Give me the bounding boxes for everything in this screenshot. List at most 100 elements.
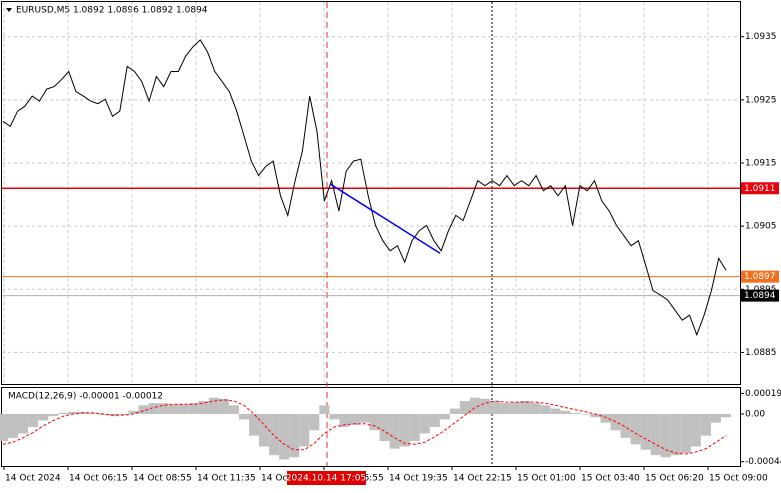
histogram-bar [479, 398, 491, 414]
histogram-bar [409, 414, 420, 442]
histogram-bar [68, 411, 79, 414]
histogram-bar [720, 414, 732, 418]
histogram-bar [369, 414, 380, 431]
histogram-bar [339, 414, 350, 427]
y-tick-label: 0.00019 [745, 389, 781, 399]
histogram-bar [570, 412, 581, 414]
histogram-bar [178, 404, 189, 414]
y-tick-label: 1.0935 [745, 32, 777, 42]
histogram-bar [520, 401, 531, 414]
histogram-bar [28, 414, 39, 427]
histogram-bar [550, 408, 561, 414]
histogram-bar [710, 414, 721, 423]
histogram-bar [389, 414, 400, 449]
histogram-bar [510, 402, 521, 414]
histogram-bar [399, 414, 410, 447]
y-tick-label: 1.0885 [745, 348, 777, 358]
histogram-bar [379, 414, 390, 442]
histogram-bar [168, 404, 179, 414]
histogram-bar [459, 401, 470, 414]
histogram-bar [449, 408, 460, 414]
x-tick-label: 14 Oct 22:15 [453, 474, 512, 484]
chart-title: EURUSD,M5 1.0892 1.0896 1.0892 1.0894 [16, 6, 208, 16]
y-tick-label: -0.00044 [745, 457, 781, 467]
histogram-bar [249, 414, 260, 436]
histogram-bar [158, 403, 169, 414]
y-tick-label: 1.0915 [745, 159, 777, 169]
cursor-label-text: 2024.10.14 17:05 [286, 474, 366, 484]
histogram-bar [138, 405, 149, 414]
x-tick-label: 14 Oct 08:55 [133, 474, 192, 484]
histogram-bar [198, 401, 209, 414]
price-frame [1, 1, 741, 385]
histogram-bar [319, 405, 330, 414]
histogram-bar [600, 414, 611, 423]
histogram-bar [349, 414, 360, 425]
histogram-bar [128, 410, 139, 414]
y-tick-label: 1.0905 [745, 222, 777, 232]
x-tick-label: 14 Oct 06:15 [69, 474, 128, 484]
cursor-label-box [287, 471, 366, 485]
x-tick-label: 14 Oct 19:35 [389, 474, 448, 484]
macd-title: MACD(12,26,9) -0.00001 -0.00012 [8, 392, 163, 402]
histogram-bar [540, 405, 551, 414]
histogram-bar [650, 414, 661, 456]
x-tick-label: 15 Oct 03:40 [581, 474, 640, 484]
histogram-bar [580, 414, 591, 415]
level-label-box [741, 289, 779, 302]
histogram-bar [700, 414, 711, 436]
cursor-label: 2024.10.14 17:05 [286, 471, 366, 485]
series-line [2, 39, 727, 337]
histogram-bar [0, 414, 9, 442]
histogram-bar [419, 414, 430, 434]
level-label-box [741, 182, 779, 195]
histogram-bar [48, 414, 59, 417]
histogram-bar [490, 401, 501, 414]
histogram-bar [98, 414, 109, 416]
histogram-bar [530, 403, 541, 414]
histogram-bar [630, 414, 641, 445]
x-tick-label: 14 Oct 11:35 [197, 474, 256, 484]
histogram-bar [620, 414, 631, 438]
histogram-bar [670, 414, 681, 456]
histogram-bar [118, 414, 129, 416]
histogram-bar [38, 414, 49, 421]
histogram-bar [289, 414, 300, 458]
level-label: 1.0894 [744, 291, 776, 301]
histogram-bar [469, 397, 480, 414]
histogram-bar [279, 414, 290, 460]
histogram-bar [359, 414, 370, 423]
histogram-bar [8, 414, 19, 438]
histogram-bar [560, 410, 571, 414]
histogram-bar [238, 414, 250, 420]
menu-arrow [6, 8, 12, 12]
histogram-bar [188, 403, 199, 414]
histogram-bar [329, 414, 340, 420]
y-tick-label: 1.0925 [745, 95, 777, 105]
trend-line [329, 183, 441, 254]
level-label: 1.0897 [744, 272, 776, 282]
histogram-bar [58, 412, 69, 414]
histogram-bar [18, 414, 29, 434]
histogram-bar [590, 414, 601, 418]
x-tick-label: 14 Oct 2024 [5, 474, 61, 484]
histogram-bar [208, 397, 219, 414]
y-tick-label: 0.00 [745, 410, 765, 420]
histogram-bar [218, 398, 229, 414]
level-label-box [741, 270, 779, 283]
x-tick-label: 15 Oct 06:20 [645, 474, 704, 484]
histogram-bar [660, 414, 671, 458]
histogram-bar [269, 414, 280, 456]
histogram-bar [259, 414, 270, 447]
histogram-bar [228, 405, 239, 414]
histogram-bar [88, 412, 99, 414]
histogram-bar [299, 414, 310, 447]
histogram-bar [680, 414, 691, 453]
histogram-bar [640, 414, 651, 450]
x-tick-label: 15 Oct 09:00 [709, 474, 768, 484]
level-label: 1.0911 [744, 184, 776, 194]
histogram-bar [439, 414, 450, 420]
histogram-bar [690, 414, 701, 447]
